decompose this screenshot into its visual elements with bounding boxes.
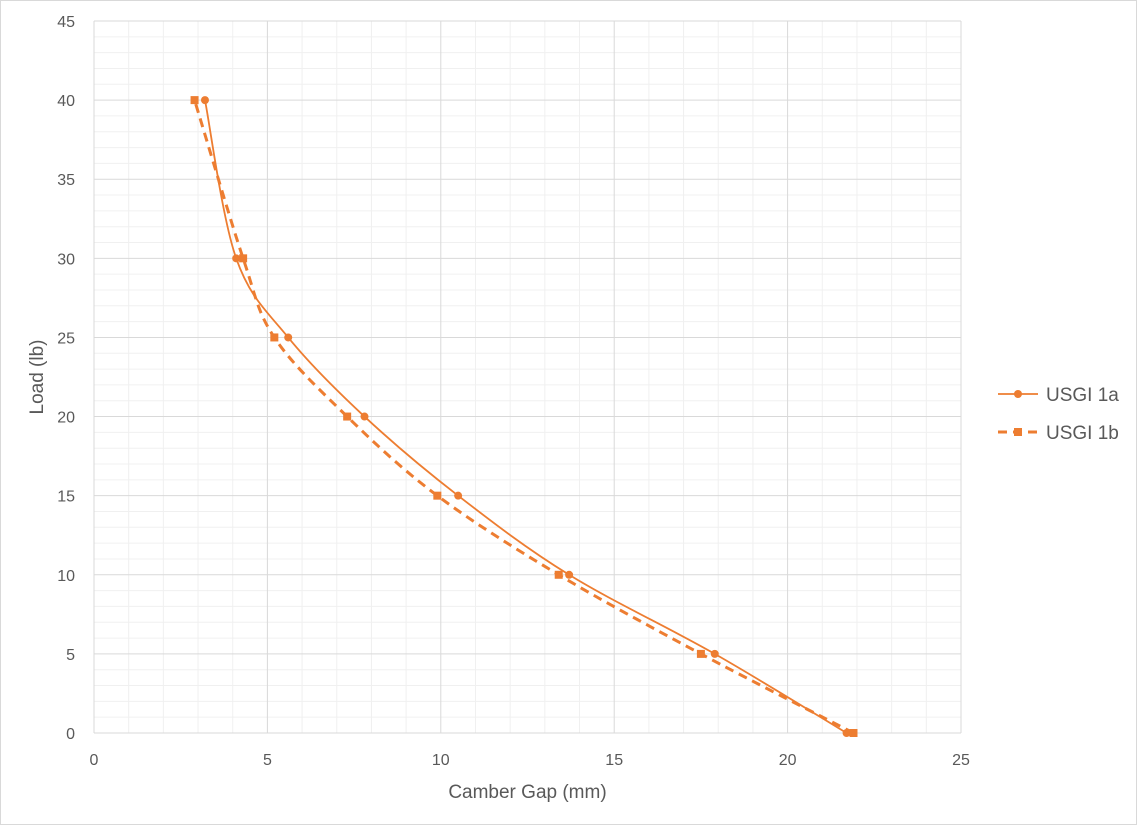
data-point	[565, 570, 574, 579]
data-point	[343, 412, 352, 421]
y-axis-title: Load (lb)	[27, 340, 48, 415]
series-1	[200, 96, 851, 737]
y-tick-label: 5	[66, 647, 75, 664]
y-tick-label: 10	[57, 568, 75, 585]
data-point	[696, 649, 705, 658]
data-point	[284, 333, 293, 342]
plot-series	[190, 96, 858, 737]
data-point	[270, 333, 279, 342]
y-tick-label: 30	[57, 251, 75, 268]
data-point	[454, 491, 463, 500]
x-tick-label: 15	[605, 752, 623, 769]
data-point	[190, 96, 199, 105]
data-point	[849, 729, 858, 737]
legend-swatch-marker	[1014, 428, 1022, 436]
data-point	[232, 254, 241, 263]
data-point	[554, 570, 563, 579]
x-tick-label: 5	[263, 752, 272, 769]
y-tick-label: 40	[57, 93, 75, 110]
data-point	[200, 96, 209, 105]
y-tick-label: 20	[57, 410, 75, 427]
data-point	[710, 649, 719, 658]
x-tick-label: 10	[432, 752, 450, 769]
series-line	[204, 99, 848, 734]
data-point	[433, 491, 442, 500]
y-tick-label: 0	[66, 726, 75, 743]
minor-gridlines	[94, 21, 961, 733]
x-tick-label: 20	[779, 752, 797, 769]
y-tick-label: 35	[57, 172, 75, 189]
y-tick-label: 15	[57, 489, 75, 506]
legend-label: USGI 1b	[1046, 423, 1119, 444]
x-axis-title: Camber Gap (mm)	[448, 782, 606, 803]
legend-item: USGI 1b	[998, 423, 1119, 444]
x-tick-label: 25	[952, 752, 970, 769]
y-tick-label: 45	[57, 14, 75, 31]
legend: USGI 1a USGI 1b	[998, 385, 1119, 444]
data-point	[360, 412, 369, 421]
major-gridlines	[93, 20, 962, 734]
tick-labels: 0 5 10 15 20 25 0 5 10 15 20 25 30 35 40 45	[57, 14, 970, 769]
series-2	[190, 96, 858, 737]
x-tick-label: 0	[90, 752, 99, 769]
legend-swatch-marker	[1014, 390, 1022, 398]
legend-label: USGI 1a	[1046, 385, 1119, 406]
y-tick-label: 25	[57, 330, 75, 347]
legend-item: USGI 1a	[998, 385, 1119, 406]
data-point	[239, 254, 248, 263]
